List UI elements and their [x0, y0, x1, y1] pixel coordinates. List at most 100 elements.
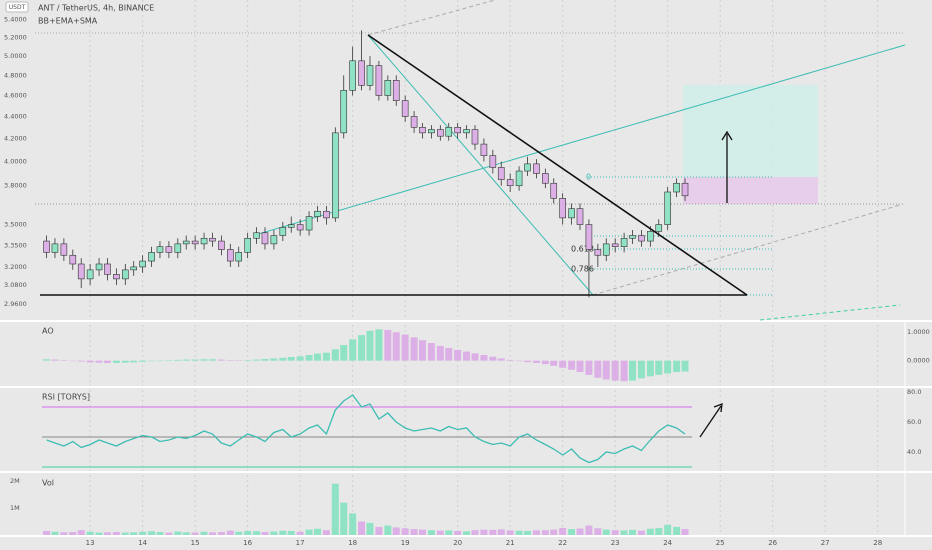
- indicator-bar: [401, 528, 409, 535]
- x-tick-label: 16: [243, 539, 252, 547]
- x-tick-label: 22: [558, 539, 567, 547]
- indicator-bar: [523, 530, 531, 535]
- candle-body: [664, 191, 671, 225]
- candle-body: [428, 129, 435, 134]
- candle-body: [445, 127, 453, 137]
- candle-body: [533, 163, 540, 174]
- indicator-bar: [673, 526, 681, 535]
- indicator-bar: [69, 360, 77, 362]
- indicator-bar: [436, 345, 444, 361]
- triangle-line: [367, 34, 748, 296]
- indicator-bar: [594, 360, 602, 378]
- candle-body: [506, 179, 514, 187]
- y-tick-label: 60.0: [907, 418, 921, 426]
- y-tick-label: 5.0000: [4, 52, 27, 60]
- y-tick-label: 2M: [10, 477, 20, 485]
- channel-line: [759, 304, 901, 321]
- indicator-bar: [287, 356, 295, 361]
- indicator-bar: [358, 521, 366, 535]
- indicator-bar: [165, 532, 173, 535]
- candle-body: [401, 100, 409, 117]
- candle-body: [340, 90, 348, 134]
- x-tick-label: 28: [873, 539, 882, 547]
- y-tick-label: 3.2000: [4, 263, 27, 271]
- candle-body: [200, 237, 208, 245]
- candle-body: [620, 237, 628, 247]
- y-tick-label: 1.0000: [907, 328, 930, 336]
- y-tick-label: 3.3500: [4, 241, 27, 249]
- candle-body: [471, 129, 479, 145]
- candle-body: [559, 198, 566, 219]
- indicator-bar: [576, 360, 584, 373]
- candle-body: [576, 208, 584, 225]
- indicator-bar: [139, 531, 147, 535]
- indicator-bar: [480, 354, 488, 361]
- candle-body: [681, 182, 689, 197]
- indicator-bar: [130, 360, 138, 363]
- axes: 13 14 15 16 17 18 19 20 21 22 23 24 25 26 27 28 5.4000 5.…: [4, 16, 930, 547]
- indicator-bar: [349, 513, 357, 535]
- pane-title: AO: [42, 327, 54, 336]
- candle-body: [113, 274, 120, 280]
- x-tick-label: 19: [401, 539, 410, 547]
- candle-body: [384, 80, 392, 96]
- indicator-bar: [121, 360, 129, 363]
- candle-body: [419, 127, 426, 134]
- x-tick-label: 13: [86, 539, 95, 547]
- candle-body: [270, 235, 278, 245]
- indicator-bar: [217, 532, 225, 535]
- candle-body: [296, 224, 304, 231]
- indicator-bar: [471, 530, 479, 535]
- rsi-arrow: [699, 405, 722, 438]
- candle-body: [60, 243, 68, 256]
- indicator-bar: [559, 360, 567, 368]
- x-tick-label: 26: [768, 539, 777, 547]
- fib-label: 0.786: [571, 265, 594, 274]
- indicator-bar: [60, 360, 68, 361]
- indicator-bar: [51, 359, 59, 361]
- candle-body: [314, 210, 321, 217]
- candle-body: [104, 263, 111, 275]
- indicator-bar: [620, 530, 628, 535]
- indicator-bar: [174, 359, 182, 361]
- candle-body: [489, 155, 497, 168]
- indicator-bar: [139, 360, 147, 362]
- indicator-bar: [60, 532, 68, 535]
- x-tick-label: 17: [296, 539, 305, 547]
- y-tick-label: 40.0: [907, 448, 921, 456]
- indicator-bar: [340, 502, 348, 535]
- indicator-bar: [103, 360, 111, 363]
- indicator-bar: [322, 530, 330, 535]
- indicator-bar: [646, 528, 654, 535]
- indicator-bar: [253, 359, 261, 361]
- candle-body: [43, 240, 50, 253]
- indicator-bar: [244, 530, 252, 535]
- x-tick-label: 18: [348, 539, 357, 547]
- indicator-bar: [576, 528, 584, 535]
- indicator-bar: [664, 360, 672, 374]
- indicator-bar: [340, 345, 348, 361]
- long-entry-zone: [683, 177, 818, 204]
- indicator-bar: [296, 356, 304, 361]
- fib-label: 0.618: [571, 245, 594, 254]
- candle-body: [375, 65, 383, 96]
- indicator-bar: [585, 525, 593, 535]
- indicator-bar: [532, 530, 540, 535]
- candle-body: [182, 240, 190, 245]
- candle-body: [332, 132, 339, 219]
- candle-body: [323, 210, 330, 219]
- candle-body: [95, 263, 103, 271]
- indicator-bar: [523, 360, 531, 363]
- indicator-bar: [515, 360, 523, 362]
- indicator-bar: [594, 528, 602, 535]
- indicator-bar: [313, 353, 321, 361]
- y-tick-label: 5.2000: [4, 34, 27, 42]
- indicator-bar: [331, 483, 339, 535]
- y-tick-label: 5.4000: [4, 16, 27, 24]
- indicator-bar: [646, 360, 654, 377]
- candle-body: [437, 129, 444, 137]
- x-tick-label: 15: [191, 539, 200, 547]
- indicator-bar: [165, 360, 173, 361]
- candle-body: [244, 237, 251, 253]
- indicator-bar: [77, 530, 85, 535]
